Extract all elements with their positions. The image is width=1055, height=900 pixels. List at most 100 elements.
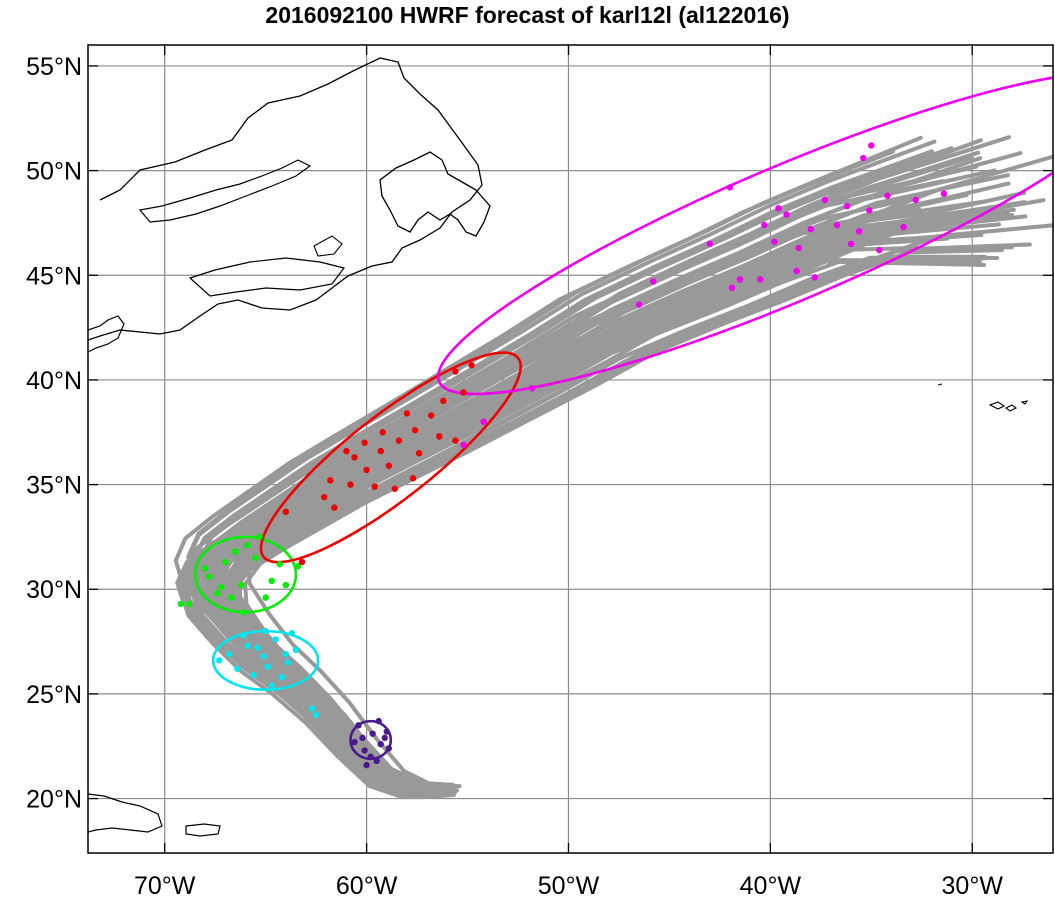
ensemble-track xyxy=(214,192,969,792)
green-position-dot xyxy=(238,581,245,589)
red-position-dot xyxy=(363,466,370,474)
magenta-position-dot xyxy=(783,211,790,218)
magenta-position-dot xyxy=(726,184,734,191)
indigo-position-dot xyxy=(369,730,376,737)
red-position-dot xyxy=(379,429,386,436)
magenta-position-dot xyxy=(866,207,873,214)
lat-tick-label: 40°N xyxy=(26,367,82,395)
magenta-position-dot xyxy=(460,441,467,449)
red-position-dot xyxy=(298,558,306,566)
green-position-dot xyxy=(282,581,290,589)
magenta-position-dot xyxy=(860,154,867,162)
magenta-position-dot xyxy=(635,301,643,308)
magenta-position-dot xyxy=(884,192,891,199)
cyan-position-dot xyxy=(278,673,286,681)
magenta-position-dot xyxy=(843,202,851,210)
indigo-position-dot xyxy=(363,761,370,769)
cyan-position-dot xyxy=(292,646,300,654)
magenta-position-dot xyxy=(728,284,736,292)
magenta-position-dot xyxy=(650,278,657,285)
magenta-position-dot xyxy=(855,228,863,235)
green-position-dot xyxy=(262,594,269,601)
magenta-position-dot xyxy=(807,226,814,233)
red-position-dot xyxy=(452,368,459,375)
red-position-dot xyxy=(377,447,384,455)
uncertainty-ellipses xyxy=(193,71,1053,761)
lon-tick-label: 40°W xyxy=(740,872,802,900)
magenta-position-dot xyxy=(900,223,907,231)
green-position-dot xyxy=(252,554,259,562)
green-position-dot xyxy=(268,577,275,585)
magenta-position-dot xyxy=(706,240,713,248)
magenta-position-dot xyxy=(736,276,744,283)
green-position-dot xyxy=(294,563,302,570)
cyan-position-dot xyxy=(254,644,261,652)
indigo-position-dot xyxy=(355,722,362,729)
ensemble-track xyxy=(202,236,950,797)
cyan-position-dot xyxy=(244,642,251,649)
red-position-dot xyxy=(460,389,467,396)
ensemble-track xyxy=(214,255,988,799)
cyan-position-dot xyxy=(284,659,292,666)
cyan-position-dot xyxy=(226,650,233,658)
magenta-position-dot xyxy=(847,240,855,248)
green-position-dot xyxy=(205,573,213,580)
green-position-dot xyxy=(276,560,283,568)
magenta-position-dot xyxy=(793,267,800,275)
magenta-position-dot xyxy=(833,221,841,229)
lon-tick-label: 50°W xyxy=(538,872,600,900)
red-position-dot xyxy=(343,447,350,455)
red-position-dot xyxy=(428,412,435,419)
green-position-dot xyxy=(232,548,239,555)
cyan-position-dot xyxy=(308,705,316,712)
cyan-position-dot xyxy=(260,653,267,660)
red-position-dot xyxy=(468,362,475,369)
indigo-position-dot xyxy=(361,747,368,754)
red-position-dot xyxy=(327,477,334,484)
red-position-dot xyxy=(411,426,419,434)
ensemble-positions xyxy=(177,142,948,769)
indigo-position-dot xyxy=(381,734,388,742)
red-position-dot xyxy=(282,508,290,515)
red-position-dot xyxy=(321,493,328,501)
magenta-position-dot xyxy=(912,196,919,204)
ensemble-tracks xyxy=(173,135,1053,800)
magenta-position-dot xyxy=(811,274,818,281)
green-position-dot xyxy=(214,590,221,597)
red-position-dot xyxy=(361,439,368,446)
axis-ticks: 70°W 60°W 50°W 40°W 30°W 20°N 25°N 30°N 35°N 40°N… xyxy=(26,45,1053,900)
red-position-dot xyxy=(436,433,443,440)
indigo-position-dot xyxy=(359,734,366,742)
green-position-dot xyxy=(244,542,251,549)
cyan-position-dot xyxy=(288,630,296,637)
coastlines xyxy=(88,57,1029,837)
cyan-position-dot xyxy=(264,663,271,670)
indigo-position-dot xyxy=(373,757,380,765)
cyan-position-dot xyxy=(250,671,257,679)
magenta-position-dot xyxy=(761,221,768,229)
lat-tick-label: 20°N xyxy=(26,786,82,814)
cyan-position-dot xyxy=(262,627,269,635)
magenta-position-dot xyxy=(775,205,782,212)
red-position-dot xyxy=(415,449,423,457)
cyan-position-dot xyxy=(272,636,279,643)
map-title: 2016092100 HWRF forecast of karl12l (al1… xyxy=(265,2,790,28)
green-position-dot xyxy=(240,609,247,616)
indigo-position-dot xyxy=(351,738,358,746)
cyan-position-dot xyxy=(312,711,320,719)
magenta-position-dot xyxy=(868,142,875,149)
red-position-dot xyxy=(347,481,354,488)
green-position-dot xyxy=(201,565,209,572)
magenta-position-dot xyxy=(795,244,802,252)
indigo-position-dot xyxy=(375,717,382,725)
magenta-position-dot xyxy=(876,246,883,254)
ensemble-track xyxy=(191,259,965,800)
indigo-position-dot xyxy=(377,740,384,748)
green-position-dot xyxy=(177,600,185,608)
magenta-position-dot xyxy=(771,238,778,245)
red-position-dot xyxy=(440,397,447,405)
red-position-dot xyxy=(403,410,411,417)
red-position-dot xyxy=(452,437,459,444)
cyan-position-dot xyxy=(282,650,290,658)
